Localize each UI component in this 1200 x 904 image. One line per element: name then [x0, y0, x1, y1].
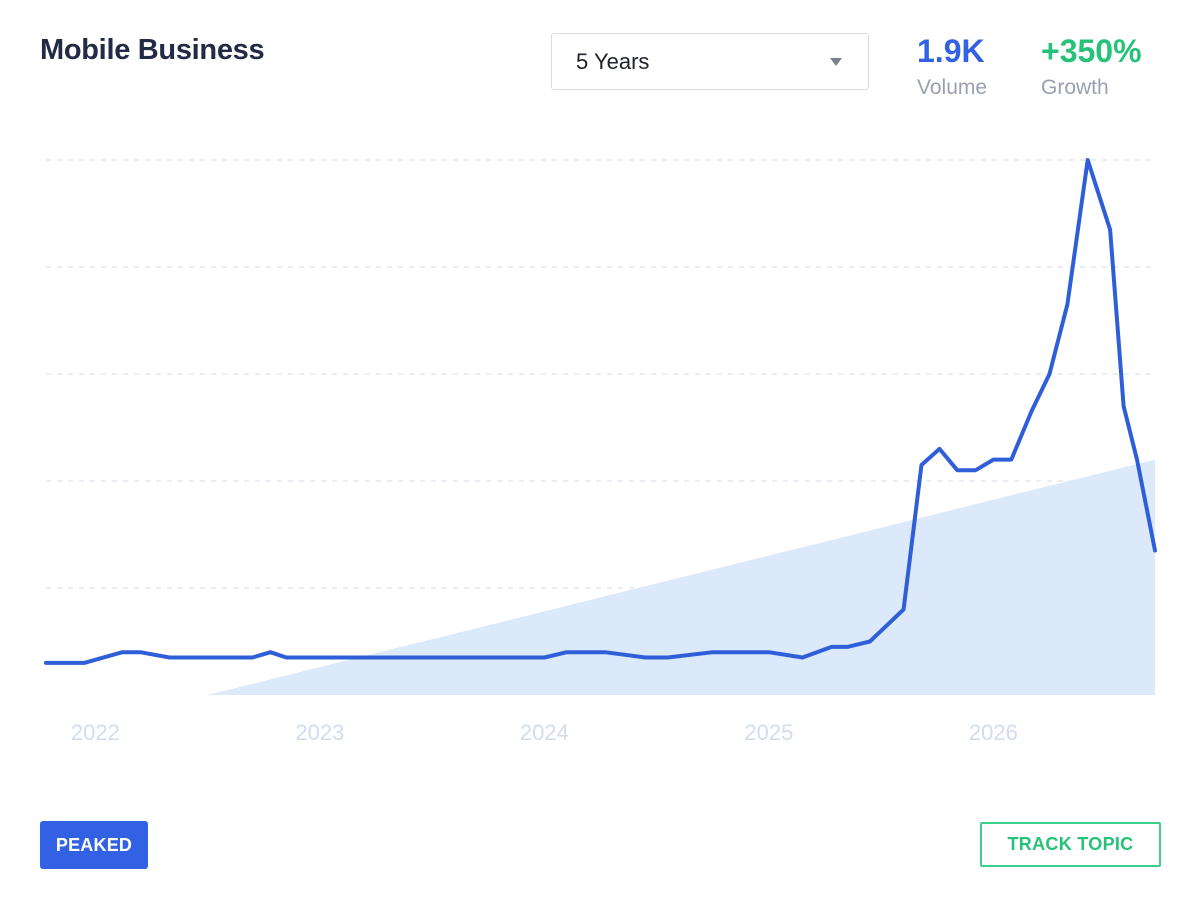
track-topic-button[interactable]: TRACK TOPIC [980, 822, 1161, 867]
volume-stat: 1.9K Volume [917, 32, 987, 100]
x-axis-ticks: 2022 2023 2024 2025 2026 [71, 720, 1018, 745]
time-range-select[interactable]: 5 Years [551, 33, 869, 90]
chevron-down-icon [830, 58, 842, 66]
status-badge: PEAKED [40, 821, 148, 869]
series-line [44, 158, 1157, 665]
x-tick-label: 2022 [71, 720, 120, 745]
trend-area [207, 459, 1155, 695]
x-tick-label: 2024 [520, 720, 569, 745]
growth-label: Growth [1041, 76, 1109, 99]
x-tick-label: 2025 [744, 720, 793, 745]
growth-stat: +350% Growth [1041, 32, 1142, 100]
x-tick-label: 2023 [295, 720, 344, 745]
volume-value: 1.9K [917, 33, 985, 69]
time-range-value: 5 Years [576, 48, 650, 74]
x-tick-label: 2026 [969, 720, 1018, 745]
volume-label: Volume [917, 76, 988, 99]
growth-value: +350% [1041, 33, 1142, 69]
page-title: Mobile Business [40, 34, 265, 66]
